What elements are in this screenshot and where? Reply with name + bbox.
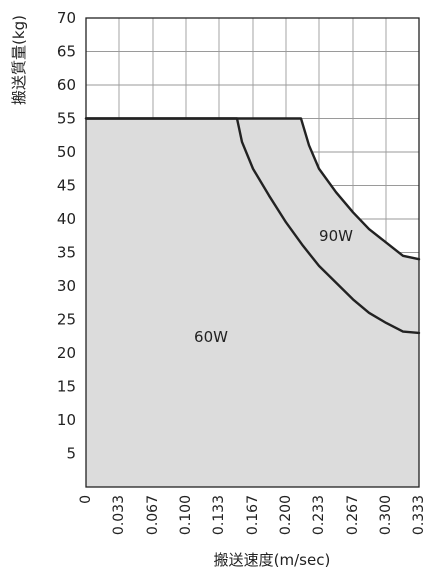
plot-frame: [85, 17, 420, 488]
x-axis-label: 搬送速度(m/sec): [214, 551, 331, 569]
fill-layer: [86, 118, 419, 487]
y-tick-label-1: 10: [57, 411, 76, 429]
fill-area-90w: [86, 118, 419, 487]
lines-layer: [84, 117, 421, 335]
y-axis-label: 搬送質量(kg): [10, 15, 28, 105]
x-tick-label-0: 0: [78, 495, 94, 504]
x-tick-label-1: 0.033: [111, 495, 127, 535]
x-tick-label-10: 0.333: [411, 495, 427, 535]
x-tick-label-4: 0.133: [211, 495, 227, 535]
y-tick-label-5: 30: [57, 277, 76, 295]
y-tick-label-12: 65: [57, 43, 76, 61]
y-tick-label-4: 25: [57, 311, 76, 329]
x-tick-label-7: 0.233: [311, 495, 327, 535]
series-line-90w: [84, 117, 421, 261]
x-tick-label-2: 0.067: [145, 495, 161, 535]
series-label-90w: 90W: [319, 227, 353, 245]
x-tick-label-3: 0.100: [178, 495, 194, 535]
tick-layer: 5 10 15 20 25 30 35 40 45 50 55 60 65 70 0 0.033 0.067 0.…: [57, 9, 427, 535]
y-tick-label-6: 35: [57, 244, 76, 262]
y-tick-label-10: 55: [57, 110, 76, 128]
y-tick-label-9: 50: [57, 143, 76, 161]
y-tick-label-3: 20: [57, 344, 76, 362]
series-label-60w: 60W: [194, 328, 228, 346]
series-line-60w: [84, 117, 421, 335]
x-tick-label-8: 0.267: [345, 495, 361, 535]
x-tick-label-5: 0.167: [245, 495, 261, 535]
y-tick-label-11: 60: [57, 76, 76, 94]
labels-layer: 搬送速度(m/sec) 搬送質量(kg) 60W 90W: [10, 15, 353, 569]
x-tick-label-9: 0.300: [378, 495, 394, 535]
x-tick-label-6: 0.200: [278, 495, 294, 535]
y-tick-label-7: 40: [57, 210, 76, 228]
y-tick-label-0: 5: [66, 445, 76, 463]
frame-layer: [85, 17, 420, 488]
y-tick-label-2: 15: [57, 378, 76, 396]
y-tick-label-8: 45: [57, 177, 76, 195]
y-tick-label-13: 70: [57, 9, 76, 27]
